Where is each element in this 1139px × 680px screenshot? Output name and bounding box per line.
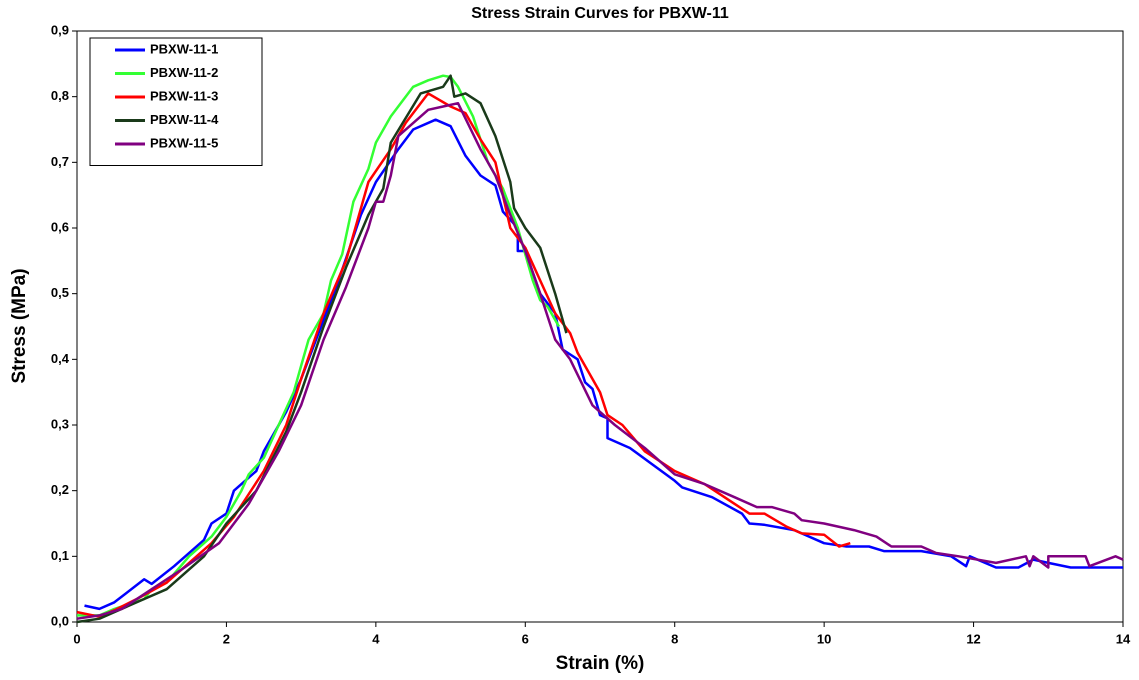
x-axis-title: Strain (%)	[556, 653, 645, 674]
legend-label: PBXW-11-1	[150, 41, 218, 56]
y-tick-label: 0,0	[51, 613, 69, 628]
y-axis-title: Stress (MPa)	[9, 268, 30, 383]
y-tick-label: 0,9	[51, 22, 69, 37]
x-tick-label: 2	[223, 631, 230, 646]
y-tick-label: 0,2	[51, 482, 69, 497]
x-tick-label: 0	[73, 631, 80, 646]
x-tick-label: 4	[372, 631, 380, 646]
legend-label: PBXW-11-3	[150, 88, 218, 103]
series-line	[76, 74, 568, 624]
legend-label: PBXW-11-2	[150, 65, 218, 80]
chart-title: Stress Strain Curves for PBXW-11	[471, 5, 729, 22]
y-tick-label: 0,6	[51, 219, 69, 234]
series-line	[84, 118, 1123, 611]
y-tick-label: 0,5	[51, 285, 69, 300]
legend-label: PBXW-11-4	[150, 112, 219, 127]
series-line	[76, 92, 851, 618]
y-tick-label: 0,7	[51, 154, 69, 169]
x-tick-label: 12	[966, 631, 980, 646]
y-tick-label: 0,1	[51, 548, 69, 563]
x-tick-label: 14	[1116, 631, 1131, 646]
x-tick-label: 6	[522, 631, 529, 646]
legend-box	[89, 37, 263, 166]
y-tick-label: 0,3	[51, 416, 69, 431]
y-tick-label: 0,8	[51, 88, 69, 103]
series-line	[76, 101, 1124, 620]
legend-label: PBXW-11-5	[150, 135, 218, 150]
x-tick-label: 8	[671, 631, 678, 646]
plot-frame	[76, 30, 1124, 623]
y-tick-label: 0,4	[51, 351, 70, 366]
x-tick-label: 10	[817, 631, 831, 646]
